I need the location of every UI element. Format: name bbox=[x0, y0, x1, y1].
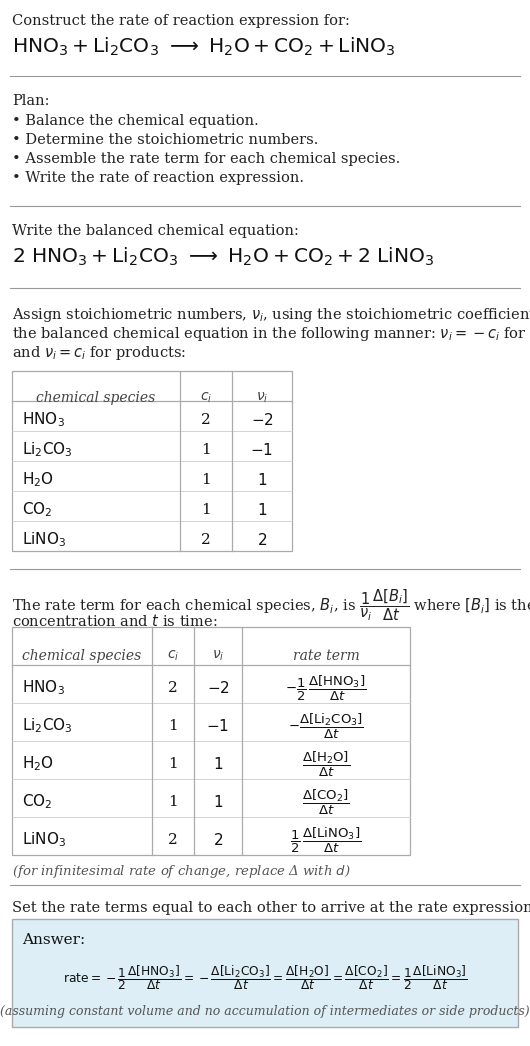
Text: 2: 2 bbox=[201, 533, 211, 547]
Text: $\dfrac{1}{2}\,\dfrac{\Delta[\mathrm{LiNO_3}]}{\Delta t}$: $\dfrac{1}{2}\,\dfrac{\Delta[\mathrm{LiN… bbox=[290, 825, 361, 855]
Text: $\mathrm{CO_2}$: $\mathrm{CO_2}$ bbox=[22, 793, 52, 812]
Text: the balanced chemical equation in the following manner: $\nu_i = -c_i$ for react: the balanced chemical equation in the fo… bbox=[12, 325, 530, 343]
Text: $\mathrm{LiNO_3}$: $\mathrm{LiNO_3}$ bbox=[22, 530, 66, 549]
Text: • Assemble the rate term for each chemical species.: • Assemble the rate term for each chemic… bbox=[12, 152, 400, 166]
Text: 1: 1 bbox=[201, 444, 211, 457]
Text: $\mathrm{H_2O}$: $\mathrm{H_2O}$ bbox=[22, 754, 54, 773]
Text: 2: 2 bbox=[168, 681, 178, 695]
Text: 1: 1 bbox=[201, 473, 211, 487]
Text: $\mathrm{CO_2}$: $\mathrm{CO_2}$ bbox=[22, 501, 52, 520]
Text: $\mathrm{Li_2CO_3}$: $\mathrm{Li_2CO_3}$ bbox=[22, 440, 73, 459]
Text: $\mathrm{Li_2CO_3}$: $\mathrm{Li_2CO_3}$ bbox=[22, 717, 73, 735]
Text: • Write the rate of reaction expression.: • Write the rate of reaction expression. bbox=[12, 170, 304, 185]
Text: $\mathrm{H_2O}$: $\mathrm{H_2O}$ bbox=[22, 471, 54, 490]
Text: $1$: $1$ bbox=[213, 794, 223, 810]
Text: $\mathrm{2\ HNO_3 + Li_2CO_3\ \longrightarrow\ H_2O + CO_2 + 2\ LiNO_3}$: $\mathrm{2\ HNO_3 + Li_2CO_3\ \longright… bbox=[12, 246, 435, 269]
Text: $\dfrac{\Delta[\mathrm{CO_2}]}{\Delta t}$: $\dfrac{\Delta[\mathrm{CO_2}]}{\Delta t}… bbox=[302, 788, 350, 817]
Text: $-2$: $-2$ bbox=[251, 412, 273, 428]
Text: 1: 1 bbox=[168, 757, 178, 771]
Text: $-2$: $-2$ bbox=[207, 680, 229, 696]
Text: rate term: rate term bbox=[293, 649, 359, 663]
Text: $-1$: $-1$ bbox=[251, 442, 273, 458]
Text: Set the rate terms equal to each other to arrive at the rate expression:: Set the rate terms equal to each other t… bbox=[12, 901, 530, 915]
Text: chemical species: chemical species bbox=[22, 649, 142, 663]
Text: The rate term for each chemical species, $B_i$, is $\dfrac{1}{\nu_i}\dfrac{\Delt: The rate term for each chemical species,… bbox=[12, 587, 530, 622]
Text: and $\nu_i = c_i$ for products:: and $\nu_i = c_i$ for products: bbox=[12, 344, 187, 362]
Text: $c_i$: $c_i$ bbox=[167, 649, 179, 663]
Text: $-\dfrac{1}{2}\,\dfrac{\Delta[\mathrm{HNO_3}]}{\Delta t}$: $-\dfrac{1}{2}\,\dfrac{\Delta[\mathrm{HN… bbox=[285, 674, 367, 703]
Text: Answer:: Answer: bbox=[22, 933, 85, 947]
Text: 1: 1 bbox=[201, 503, 211, 517]
Text: Plan:: Plan: bbox=[12, 94, 49, 108]
Text: (for infinitesimal rate of change, replace Δ with $d$): (for infinitesimal rate of change, repla… bbox=[12, 863, 351, 880]
Text: $\mathrm{LiNO_3}$: $\mathrm{LiNO_3}$ bbox=[22, 831, 66, 849]
Text: $c_i$: $c_i$ bbox=[200, 391, 212, 406]
Text: • Determine the stoichiometric numbers.: • Determine the stoichiometric numbers. bbox=[12, 133, 319, 147]
Text: $\nu_i$: $\nu_i$ bbox=[212, 649, 224, 663]
Text: Construct the rate of reaction expression for:: Construct the rate of reaction expressio… bbox=[12, 14, 350, 28]
Text: $1$: $1$ bbox=[213, 756, 223, 772]
Text: $\mathrm{HNO_3 + Li_2CO_3\ \longrightarrow\ H_2O + CO_2 + LiNO_3}$: $\mathrm{HNO_3 + Li_2CO_3\ \longrightarr… bbox=[12, 36, 396, 59]
Text: (assuming constant volume and no accumulation of intermediates or side products): (assuming constant volume and no accumul… bbox=[0, 1005, 530, 1018]
Bar bbox=[12, 919, 518, 1027]
Text: 2: 2 bbox=[168, 833, 178, 847]
Text: $-1$: $-1$ bbox=[207, 718, 229, 734]
Text: concentration and $t$ is time:: concentration and $t$ is time: bbox=[12, 613, 217, 629]
Text: • Balance the chemical equation.: • Balance the chemical equation. bbox=[12, 114, 259, 128]
Text: $\mathrm{HNO_3}$: $\mathrm{HNO_3}$ bbox=[22, 679, 65, 698]
Text: $-\dfrac{\Delta[\mathrm{Li_2CO_3}]}{\Delta t}$: $-\dfrac{\Delta[\mathrm{Li_2CO_3}]}{\Del… bbox=[288, 711, 364, 741]
Text: $\nu_i$: $\nu_i$ bbox=[256, 391, 268, 406]
Text: $\mathrm{HNO_3}$: $\mathrm{HNO_3}$ bbox=[22, 411, 65, 429]
Text: Assign stoichiometric numbers, $\nu_i$, using the stoichiometric coefficients, $: Assign stoichiometric numbers, $\nu_i$, … bbox=[12, 306, 530, 324]
Text: chemical species: chemical species bbox=[37, 391, 156, 405]
Text: $2$: $2$ bbox=[257, 532, 267, 548]
Bar bbox=[12, 371, 292, 551]
Text: $2$: $2$ bbox=[213, 832, 223, 848]
Text: 2: 2 bbox=[201, 413, 211, 427]
Text: Write the balanced chemical equation:: Write the balanced chemical equation: bbox=[12, 224, 299, 238]
Text: $1$: $1$ bbox=[257, 502, 267, 518]
Text: 1: 1 bbox=[168, 795, 178, 809]
Bar bbox=[12, 627, 410, 855]
Text: $1$: $1$ bbox=[257, 472, 267, 488]
Text: $\dfrac{\Delta[\mathrm{H_2O}]}{\Delta t}$: $\dfrac{\Delta[\mathrm{H_2O}]}{\Delta t}… bbox=[302, 749, 350, 778]
Text: 1: 1 bbox=[168, 719, 178, 733]
Text: $\mathrm{rate} = -\dfrac{1}{2}\dfrac{\Delta[\mathrm{HNO_3}]}{\Delta t} = -\dfrac: $\mathrm{rate} = -\dfrac{1}{2}\dfrac{\De… bbox=[63, 963, 467, 992]
